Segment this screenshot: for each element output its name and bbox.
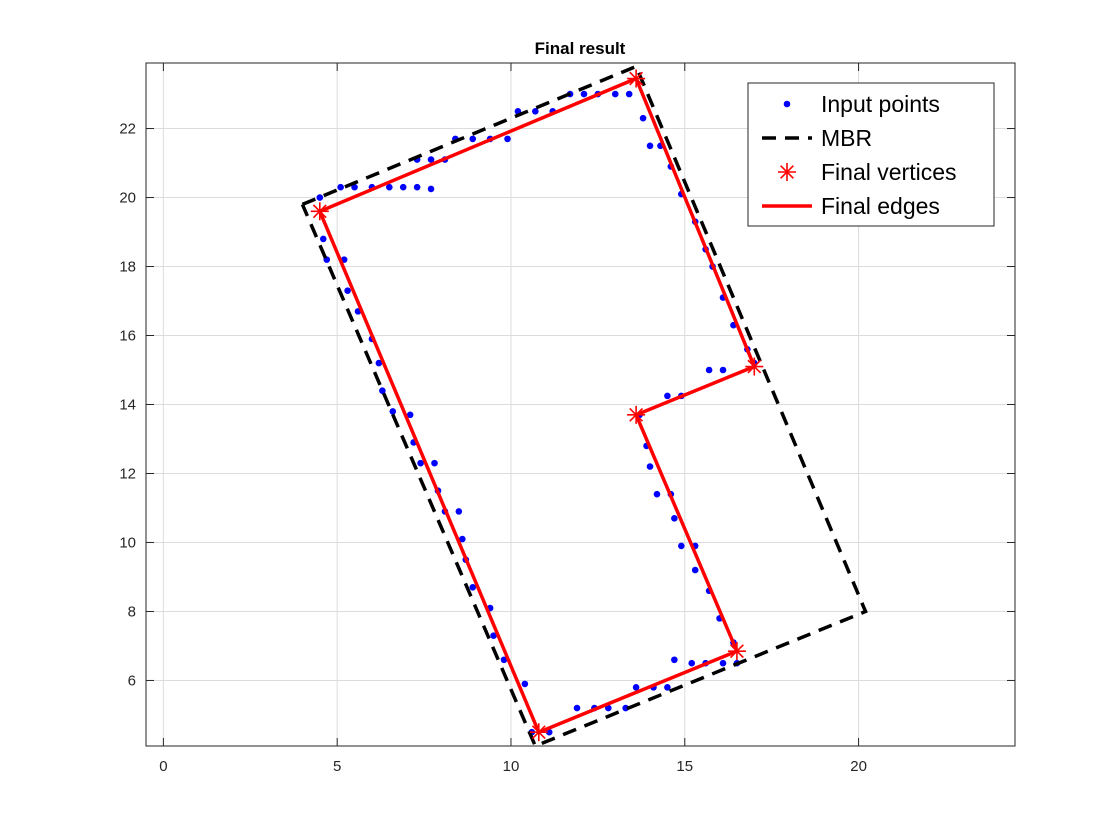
x-tick-label: 5 [333,758,341,775]
input-point [427,156,435,163]
y-tick-label: 16 [119,328,136,345]
input-point [417,459,424,467]
legend-box [747,82,995,227]
y-tick-label: 22 [119,121,136,138]
y-tick-label: 10 [119,534,136,551]
input-point [573,704,581,712]
legend: Input points MBR Final vertices Final edges [747,82,995,227]
input-point [406,411,414,419]
input-point [379,387,386,395]
input-point [455,508,463,515]
input-point [413,183,421,191]
input-point [611,90,619,98]
input-point [431,459,438,467]
legend-label: Final edges [821,193,940,219]
input-point [671,515,678,522]
input-point [337,183,344,191]
input-point [490,632,497,639]
input-point [678,542,685,550]
input-point [653,490,661,498]
input-point [500,656,508,664]
axis-ticks: 0 5 10 15 20 6 8 10 12 14 16 18 20 22 [119,63,1015,775]
final-vertex-marker [727,642,746,661]
final-vertex-marker [627,405,646,424]
legend-item: Input points [783,91,940,117]
y-tick-label: 14 [119,397,136,414]
input-point [580,90,588,98]
final-vertex-marker [745,357,764,376]
input-point [351,183,358,191]
x-tick-label: 0 [159,758,167,775]
final-vertex-marker [627,69,646,88]
input-point [375,359,383,367]
legend-item: Final vertices [778,159,956,185]
y-tick-label: 8 [128,603,136,620]
input-point [664,684,671,691]
input-point [691,566,699,574]
input-point [545,728,553,736]
input-point [688,659,696,667]
legend-label: Final vertices [821,159,956,185]
input-point [427,185,435,193]
x-tick-label: 20 [850,758,867,775]
input-point [459,535,466,543]
input-point [622,704,629,712]
input-point [671,656,678,664]
legend-item: Final edges [762,193,940,219]
input-point [316,194,324,201]
input-point [719,659,727,667]
input-point [646,142,654,150]
legend-label: Input points [821,91,940,117]
y-tick-label: 20 [119,190,136,207]
input-point [664,392,671,400]
y-tick-label: 18 [119,259,136,276]
input-point [719,366,727,374]
legend-label: MBR [821,125,872,151]
input-point [469,584,477,591]
mbr-line [300,64,868,749]
input-point [521,680,529,688]
chart-title: Final result [535,39,626,58]
input-point [632,684,640,691]
x-tick-label: 10 [503,758,520,775]
input-point [504,135,511,143]
legend-swatch [783,100,791,108]
plot-data [300,64,868,749]
input-point [705,366,713,374]
input-point [639,114,647,122]
input-point [344,287,351,294]
final-vertex-marker [310,202,329,221]
final-vertex-marker [529,723,548,742]
x-tick-label: 15 [676,758,693,775]
legend-item: MBR [762,125,872,151]
input-point [399,183,407,191]
input-point [605,704,612,712]
y-tick-label: 12 [119,465,136,482]
input-point [625,90,633,98]
y-tick-label: 6 [128,672,136,689]
input-point [389,408,397,415]
input-point [646,463,654,470]
input-point [469,135,477,143]
input-point [319,235,327,243]
legend-swatch [778,163,796,181]
input-point [386,183,393,191]
input-point [532,107,539,115]
